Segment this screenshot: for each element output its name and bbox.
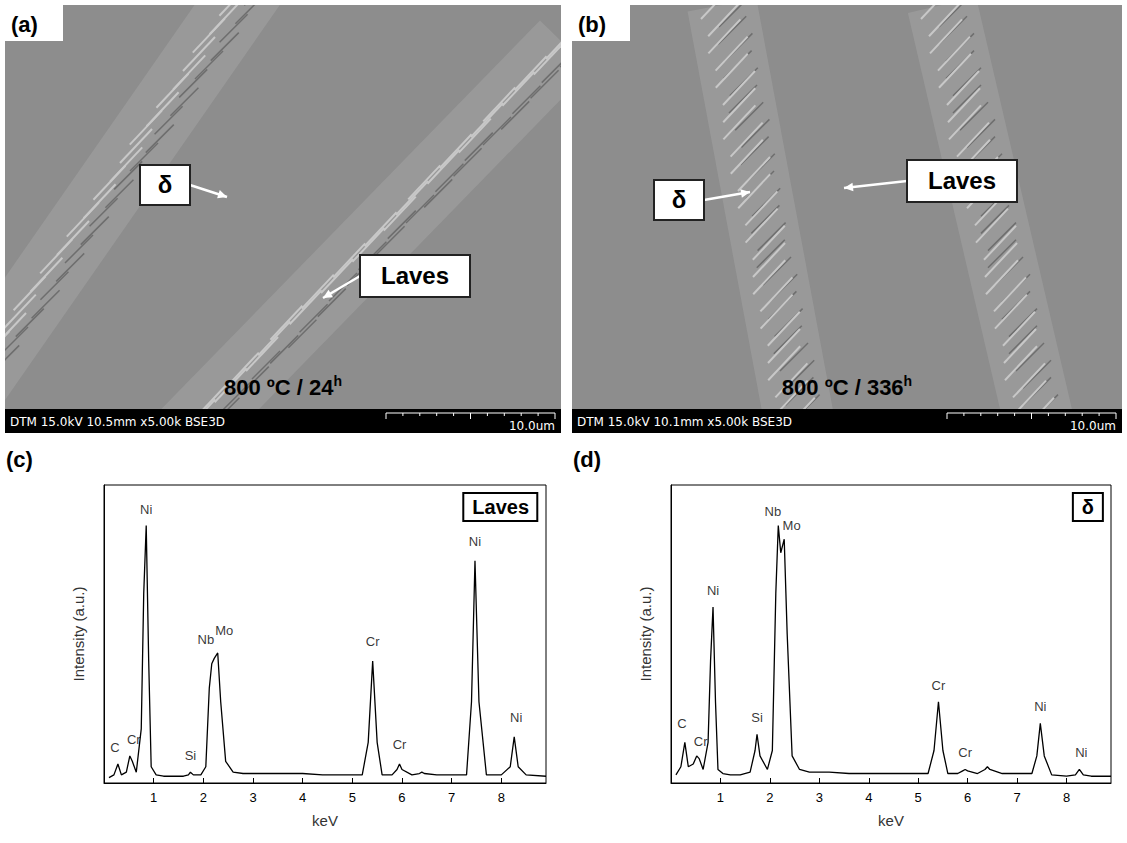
svg-text:δ: δ (158, 171, 173, 198)
svg-text:5: 5 (349, 790, 356, 805)
svg-text:Cr: Cr (694, 734, 708, 749)
svg-text:Mo: Mo (783, 518, 801, 533)
svg-text:Intensity (a.u.): Intensity (a.u.) (637, 586, 654, 681)
svg-text:800 ºC / 336h: 800 ºC / 336h (782, 373, 912, 400)
svg-text:4: 4 (865, 790, 872, 805)
svg-text:DTM 15.0kV 10.1mm x5.00k BSE3D: DTM 15.0kV 10.1mm x5.00k BSE3D (577, 415, 792, 429)
svg-text:3: 3 (249, 790, 256, 805)
svg-text:Mo: Mo (215, 623, 233, 638)
svg-text:Ni: Ni (707, 583, 719, 598)
svg-text:Ni: Ni (510, 710, 522, 725)
svg-text:7: 7 (1013, 790, 1020, 805)
svg-text:5: 5 (915, 790, 922, 805)
svg-text:10.0um: 10.0um (509, 419, 555, 433)
svg-text:Nb: Nb (197, 632, 214, 647)
svg-text:800 ºC / 24h: 800 ºC / 24h (224, 373, 342, 400)
html-text:(d): (d) (573, 447, 602, 472)
html-text:(c): (c) (6, 447, 33, 472)
svg-text:Si: Si (185, 748, 197, 763)
svg-text:C: C (110, 740, 119, 755)
svg-text:keV: keV (878, 812, 904, 829)
svg-text:Intensity (a.u.): Intensity (a.u.) (70, 586, 87, 681)
svg-text:C: C (677, 716, 686, 731)
svg-text:Ni: Ni (1034, 699, 1046, 714)
svg-text:(b): (b) (578, 12, 606, 37)
svg-text:2: 2 (766, 790, 773, 805)
svg-text:Nb: Nb (765, 504, 782, 519)
svg-text:2: 2 (200, 790, 207, 805)
svg-text:Cr: Cr (393, 737, 407, 752)
svg-text:8: 8 (498, 790, 505, 805)
svg-text:keV: keV (312, 812, 338, 829)
svg-text:Laves: Laves (381, 262, 449, 289)
svg-text:Laves: Laves (472, 496, 529, 518)
svg-text:Ni: Ni (1075, 745, 1087, 760)
svg-text:(a): (a) (11, 12, 38, 37)
svg-text:δ: δ (672, 186, 687, 213)
svg-text:8: 8 (1063, 790, 1070, 805)
svg-text:Ni: Ni (140, 502, 152, 517)
svg-text:Cr: Cr (366, 634, 380, 649)
svg-text:10.0um: 10.0um (1070, 419, 1116, 433)
svg-text:δ: δ (1082, 496, 1094, 518)
svg-text:DTM 15.0kV 10.5mm x5.00k BSE3D: DTM 15.0kV 10.5mm x5.00k BSE3D (10, 415, 225, 429)
svg-text:Cr: Cr (932, 678, 946, 693)
svg-text:4: 4 (299, 790, 306, 805)
svg-text:Si: Si (751, 710, 763, 725)
svg-text:1: 1 (150, 790, 157, 805)
svg-text:Cr: Cr (126, 731, 141, 747)
svg-text:Ni: Ni (469, 534, 481, 549)
svg-text:3: 3 (816, 790, 823, 805)
svg-text:7: 7 (448, 790, 455, 805)
svg-text:6: 6 (398, 790, 405, 805)
svg-text:Cr: Cr (958, 745, 972, 760)
svg-text:Laves: Laves (928, 167, 996, 194)
svg-text:1: 1 (717, 790, 724, 805)
svg-text:6: 6 (964, 790, 971, 805)
